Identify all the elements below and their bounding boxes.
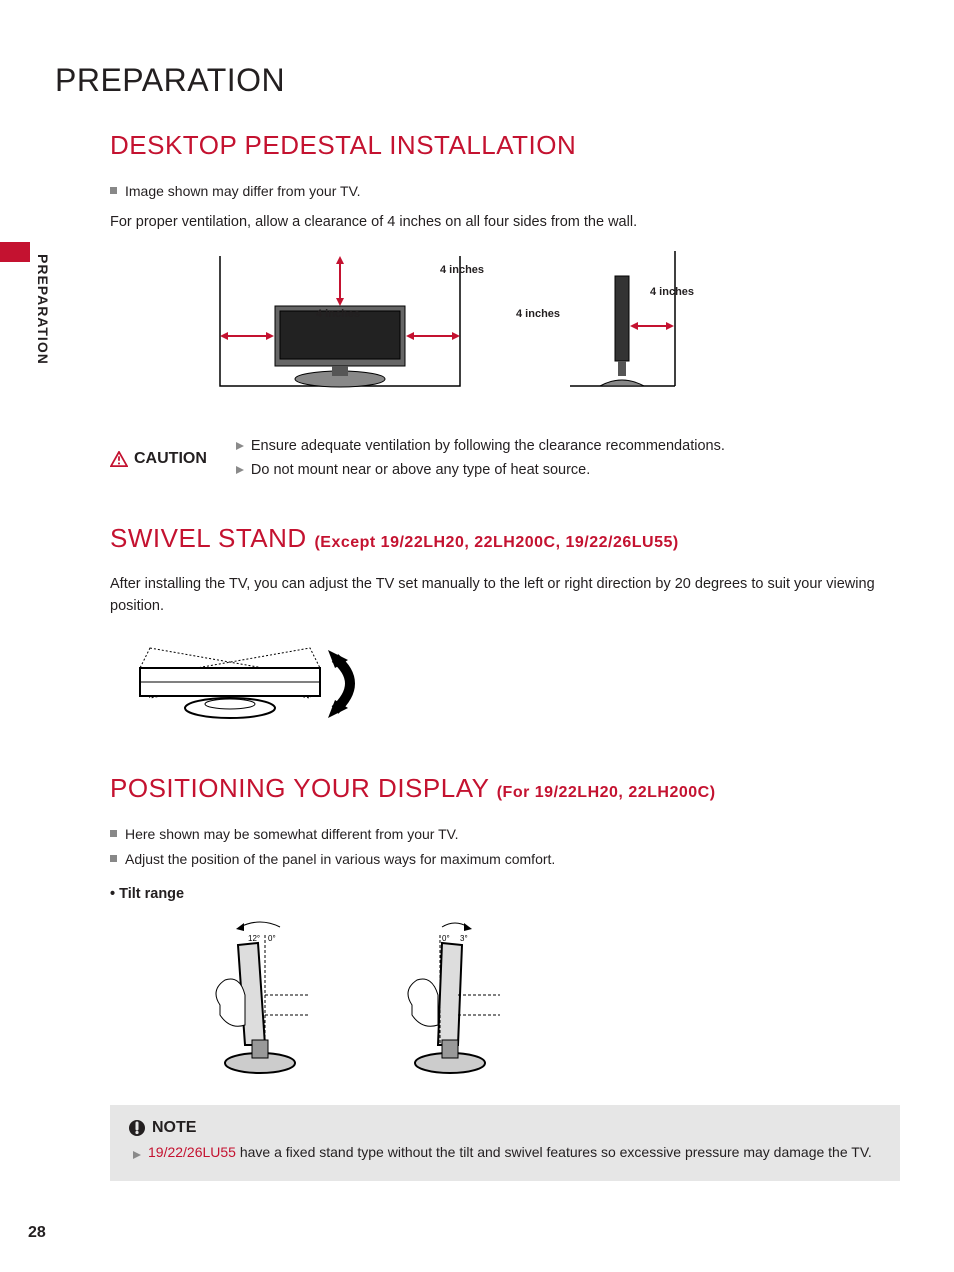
section1-note: Image shown may differ from your TV. <box>110 181 900 202</box>
tilt-angle-label: 3° <box>460 934 468 943</box>
square-bullet-icon <box>110 187 117 194</box>
note-box: NOTE 19/22/26LU55 have a fixed stand typ… <box>110 1105 900 1181</box>
clearance-diagram: 4 inches 4 inches 4 inches 4 inches <box>110 246 900 416</box>
section2-title: SWIVEL STAND (Except 19/22LH20, 22LH200C… <box>110 523 900 554</box>
tilt-angle-label: 0° <box>442 934 450 943</box>
section3-bullet-text: Adjust the position of the panel in vari… <box>125 849 555 870</box>
section2-body: After installing the TV, you can adjust … <box>110 574 900 618</box>
tilt-angle-label: 0° <box>268 934 276 943</box>
page-number: 28 <box>28 1224 46 1242</box>
note-model-text: 19/22/26LU55 <box>148 1144 236 1160</box>
square-bullet-icon <box>110 830 117 837</box>
note-title: NOTE <box>128 1119 882 1137</box>
tilt-angle-label: 12° <box>248 934 260 943</box>
warning-triangle-icon <box>110 451 128 467</box>
section1-intro: For proper ventilation, allow a clearanc… <box>110 212 900 234</box>
swivel-diagram <box>110 638 380 738</box>
note-text: 19/22/26LU55 have a fixed stand type wit… <box>148 1143 872 1163</box>
note-rest-text: have a fixed stand type without the tilt… <box>236 1144 872 1160</box>
section3-title-text: POSITIONING YOUR DISPLAY <box>110 773 489 803</box>
section1-note-text: Image shown may differ from your TV. <box>125 181 361 202</box>
content-column: DESKTOP PEDESTAL INSTALLATION Image show… <box>110 130 900 1181</box>
section3-bullet-text: Here shown may be somewhat different fro… <box>125 824 459 845</box>
tilt-forward-figure: 0° 3° <box>390 915 520 1075</box>
tilt-figures: 12° 0° 0° 3° <box>200 915 900 1075</box>
diag-label-left: 4 inches <box>316 308 360 320</box>
caution-label-text: CAUTION <box>134 450 207 468</box>
section2-title-text: SWIVEL STAND <box>110 523 307 553</box>
section3-bullet: Adjust the position of the panel in vari… <box>110 849 900 870</box>
caution-item-text: Ensure adequate ventilation by following… <box>251 434 725 459</box>
caution-label: CAUTION <box>110 434 207 483</box>
section3-subtitle: (For 19/22LH20, 22LH200C) <box>497 784 716 801</box>
caution-item-text: Do not mount near or above any type of h… <box>251 458 590 483</box>
caution-item: Ensure adequate ventilation by following… <box>235 434 725 459</box>
diag-label-top: 4 inches <box>440 264 484 276</box>
clearance-side-svg <box>560 246 680 406</box>
caution-item: Do not mount near or above any type of h… <box>235 458 725 483</box>
info-circle-icon <box>128 1119 146 1137</box>
section3-bullet: Here shown may be somewhat different fro… <box>110 824 900 845</box>
section3-title: POSITIONING YOUR DISPLAY (For 19/22LH20,… <box>110 773 900 804</box>
tilt-back-figure: 12° 0° <box>200 915 330 1075</box>
tilt-range-label: • Tilt range <box>110 884 900 906</box>
diag-label-side: 4 inches <box>650 286 694 298</box>
triangle-bullet-icon <box>132 1150 142 1160</box>
note-label-text: NOTE <box>152 1119 196 1137</box>
section2-subtitle: (Except 19/22LH20, 22LH200C, 19/22/26LU5… <box>314 534 678 551</box>
triangle-bullet-icon <box>235 441 245 451</box>
chapter-title: PREPARATION <box>55 62 285 99</box>
caution-list: Ensure adequate ventilation by following… <box>235 434 725 483</box>
caution-block: CAUTION Ensure adequate ventilation by f… <box>110 434 900 483</box>
diag-label-right: 4 inches <box>516 308 560 320</box>
section1-title: DESKTOP PEDESTAL INSTALLATION <box>110 130 900 161</box>
note-body: 19/22/26LU55 have a fixed stand type wit… <box>128 1143 882 1163</box>
clearance-front-svg <box>210 246 470 406</box>
side-label: PREPARATION <box>35 254 51 365</box>
side-tab-accent <box>0 242 30 262</box>
square-bullet-icon <box>110 855 117 862</box>
triangle-bullet-icon <box>235 465 245 475</box>
